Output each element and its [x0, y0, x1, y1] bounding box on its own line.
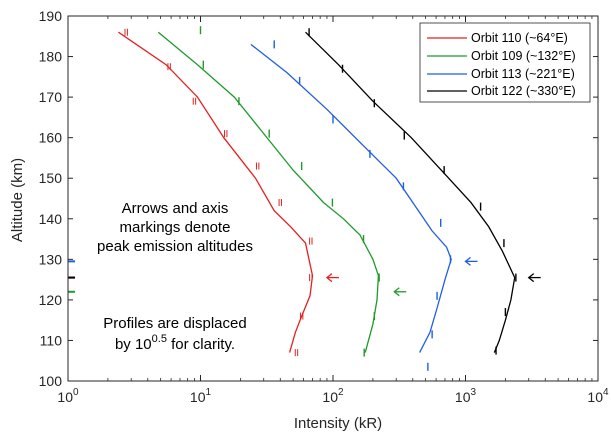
- annotation-arrows-line-2: markings denote: [120, 219, 231, 236]
- y-tick-label: 190: [39, 8, 63, 24]
- peak-arrow-0: [325, 273, 339, 283]
- x-tick-exponent: 0: [73, 387, 79, 398]
- legend-box: [419, 22, 591, 103]
- series-line-1: [157, 31, 380, 353]
- legend-label-orbit-109: Orbit 109 (~132°E): [471, 49, 576, 63]
- annotation-profiles-line-1: Profiles are displaced: [103, 315, 246, 332]
- x-tick-label: 100: [57, 387, 79, 405]
- legend: Orbit 110 (~64°E) Orbit 109 (~132°E) Orb…: [419, 22, 591, 103]
- annotation-arrows-line-1: Arrows and axis: [122, 200, 229, 217]
- x-tick-base: 10: [455, 389, 471, 405]
- series-line-0: [118, 31, 314, 353]
- y-tick-label: 110: [40, 332, 63, 348]
- y-tick-label: 120: [39, 292, 63, 308]
- x-tick-label: 102: [322, 387, 344, 405]
- x-tick-label: 101: [190, 387, 212, 405]
- legend-label-orbit-122: Orbit 122 (~330°E): [471, 84, 576, 98]
- x-tick-exponent: 4: [603, 387, 609, 398]
- x-tick-exponent: 1: [206, 387, 212, 398]
- x-tick-base: 10: [57, 389, 73, 405]
- x-tick-exponent: 3: [471, 387, 477, 398]
- peak-arrow-3: [527, 273, 541, 283]
- y-tick-label: 130: [39, 251, 63, 267]
- y-tick-label: 150: [39, 170, 63, 186]
- y-tick-label: 160: [39, 130, 63, 146]
- x-tick-base: 10: [587, 389, 603, 405]
- y-axis-label: Altitude (km): [9, 158, 26, 242]
- legend-label-orbit-113: Orbit 113 (~221°E): [471, 67, 575, 81]
- y-tick-label: 100: [39, 373, 63, 389]
- annotation-profiles-exponent: 0.5: [152, 333, 167, 345]
- annotation-arrows-line-3: peak emission altitudes: [97, 238, 253, 255]
- annotation-profiles-clarity: for clarity.: [167, 336, 235, 353]
- annotation-profiles-line-2: by 100.5 for clarity.: [115, 333, 235, 353]
- peak-arrow-2: [464, 256, 478, 266]
- x-tick-label: 104: [587, 387, 609, 405]
- y-tick-label: 170: [39, 89, 63, 105]
- axis-peak-markings: [67, 260, 75, 293]
- peak-arrows: [325, 256, 541, 297]
- x-axis-label: Intensity (kR): [294, 415, 382, 432]
- y-tick-label: 180: [39, 49, 63, 65]
- series-line-3: [305, 31, 516, 353]
- axis-ticks: [67, 15, 599, 382]
- y-tick-label: 140: [39, 211, 63, 227]
- x-tick-label: 103: [455, 387, 477, 405]
- x-tick-exponent: 2: [338, 387, 344, 398]
- profile-tick-markers: [124, 26, 517, 371]
- profile-curves: [118, 31, 516, 353]
- x-tick-base: 10: [322, 389, 338, 405]
- annotation-profiles-by: by 10: [115, 336, 152, 353]
- legend-label-orbit-110: Orbit 110 (~64°E): [471, 31, 568, 45]
- series-line-2: [250, 43, 452, 353]
- x-tick-base: 10: [190, 389, 206, 405]
- peak-arrow-1: [393, 287, 407, 297]
